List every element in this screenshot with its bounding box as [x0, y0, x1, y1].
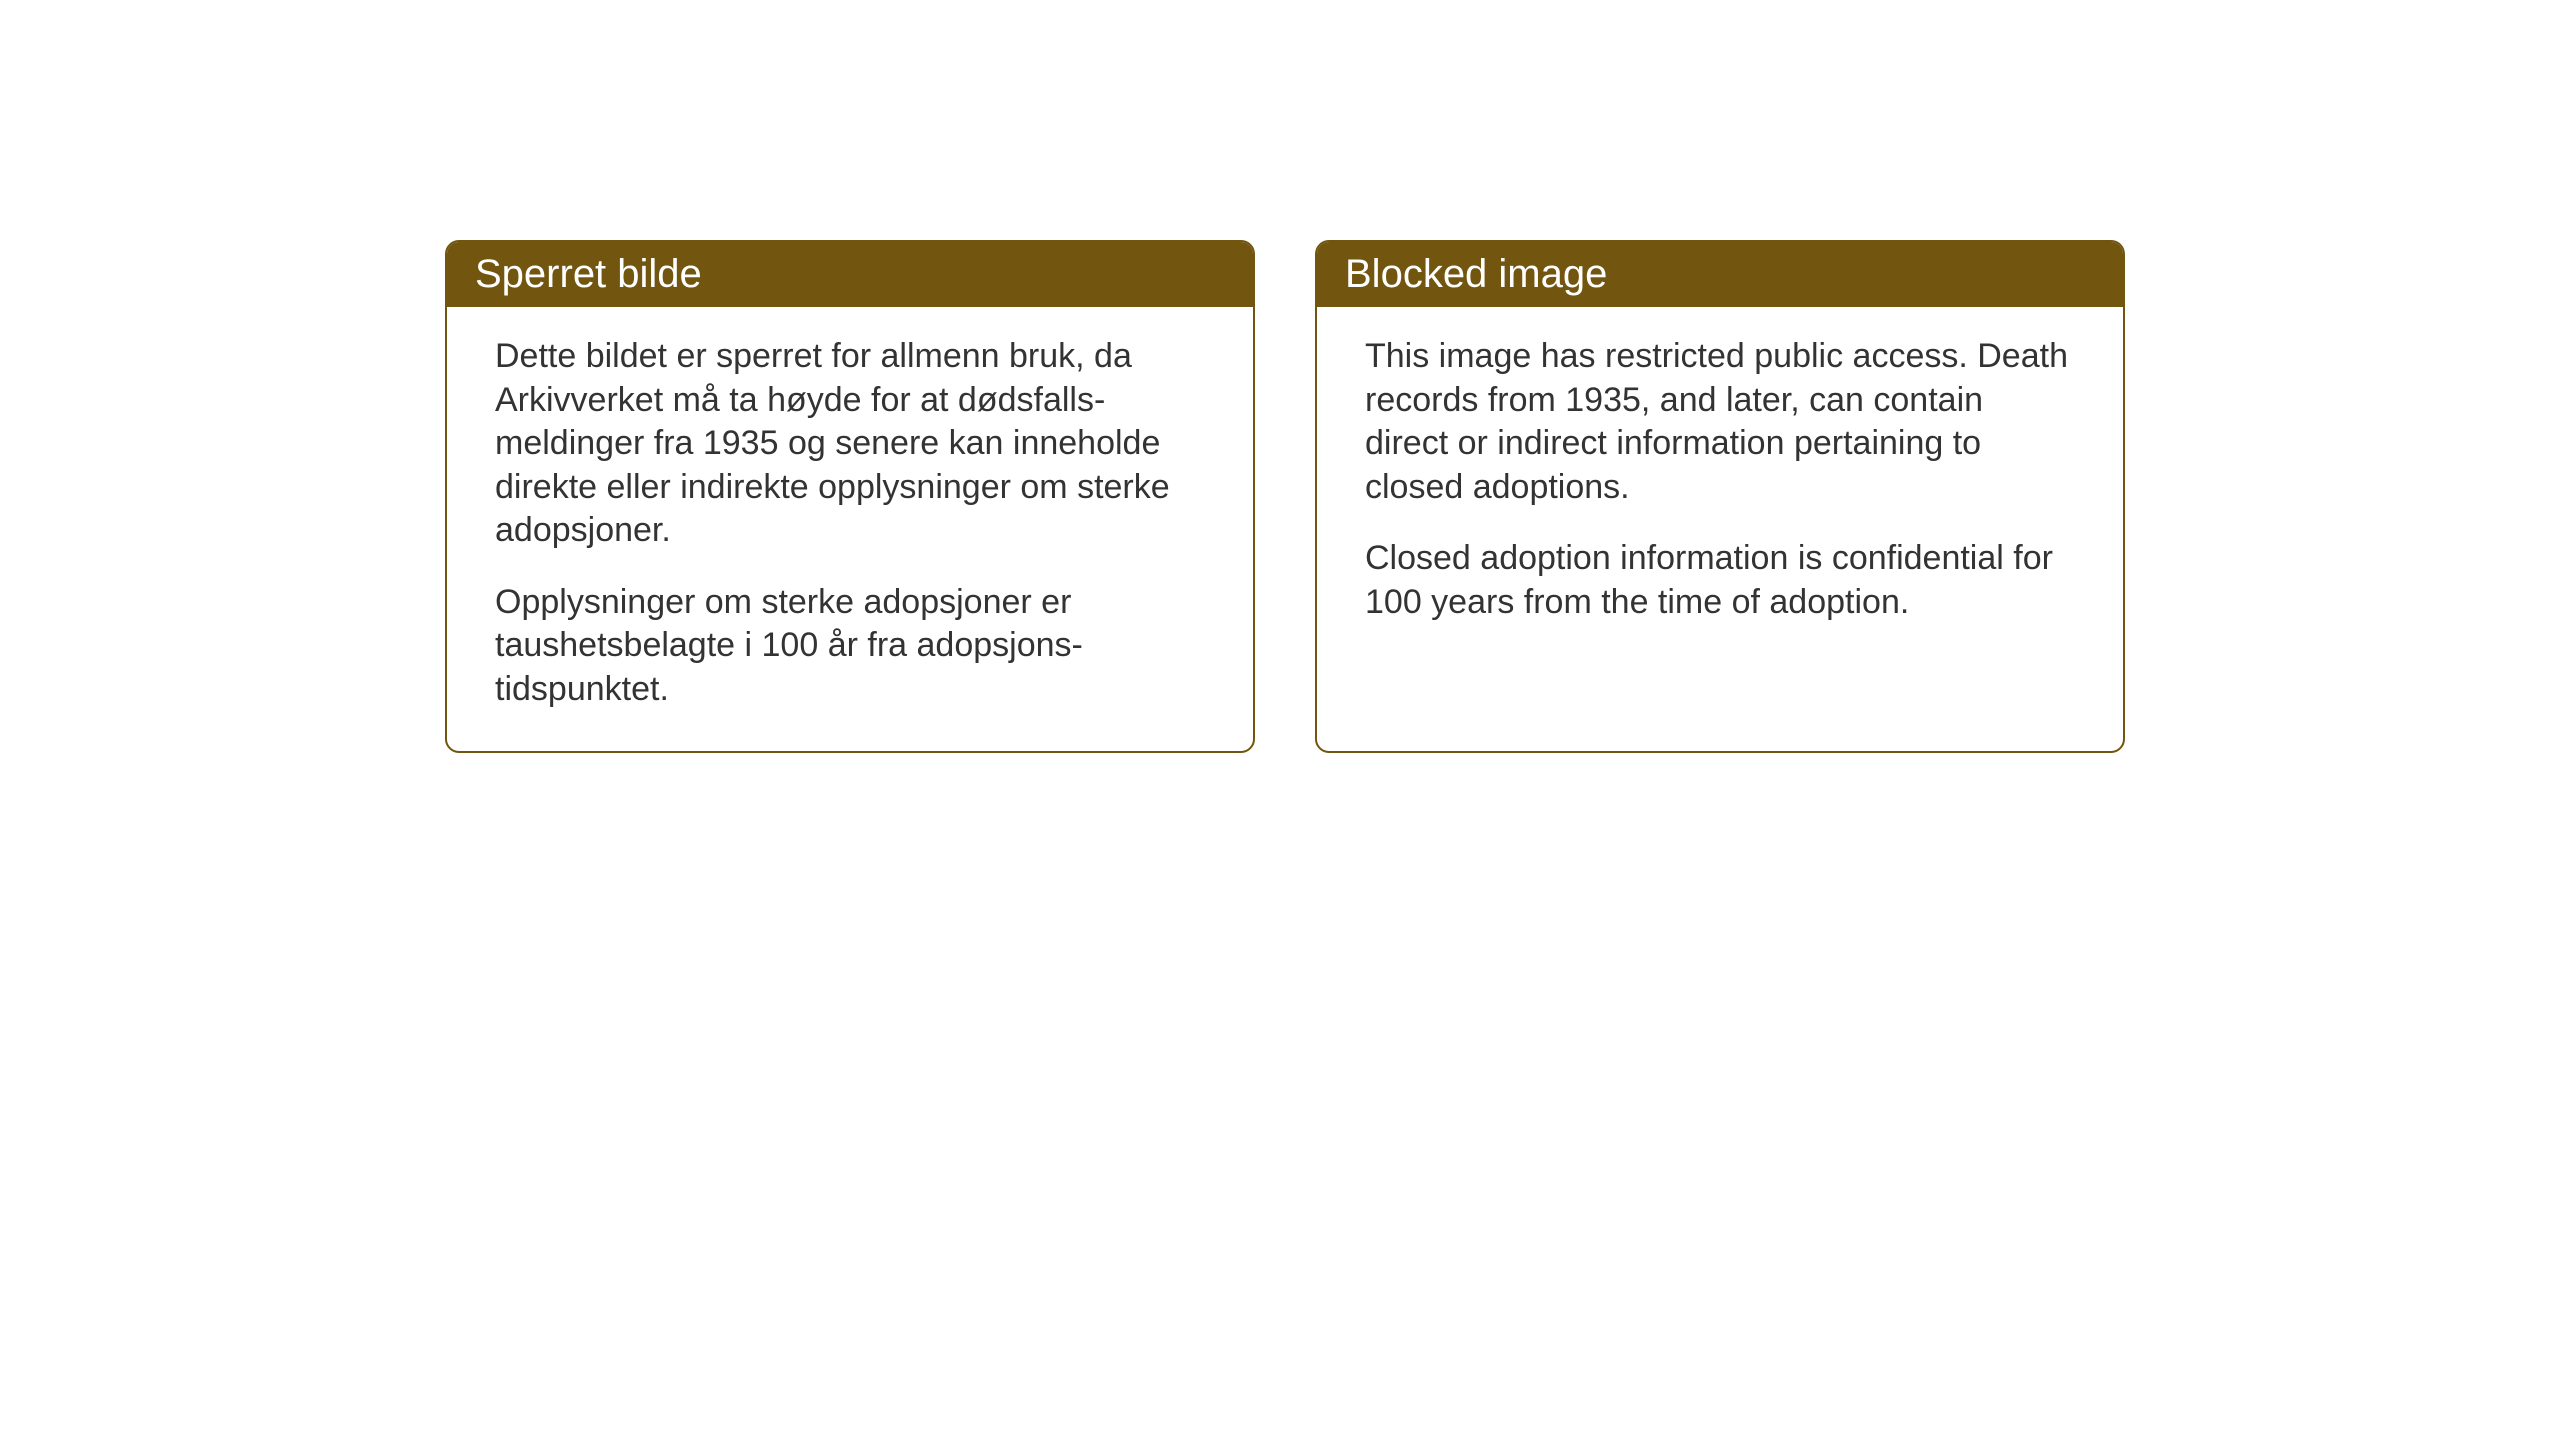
card-paragraph: This image has restricted public access.…	[1365, 335, 2075, 509]
card-title: Sperret bilde	[475, 252, 702, 296]
card-paragraph: Dette bildet er sperret for allmenn bruk…	[495, 335, 1205, 553]
card-header-norwegian: Sperret bilde	[447, 242, 1253, 307]
card-english: Blocked image This image has restricted …	[1315, 240, 2125, 753]
card-paragraph: Closed adoption information is confident…	[1365, 537, 2075, 624]
cards-container: Sperret bilde Dette bildet er sperret fo…	[445, 240, 2125, 753]
card-header-english: Blocked image	[1317, 242, 2123, 307]
card-title: Blocked image	[1345, 252, 1607, 296]
card-body-norwegian: Dette bildet er sperret for allmenn bruk…	[447, 307, 1253, 751]
card-norwegian: Sperret bilde Dette bildet er sperret fo…	[445, 240, 1255, 753]
card-body-english: This image has restricted public access.…	[1317, 307, 2123, 664]
card-paragraph: Opplysninger om sterke adopsjoner er tau…	[495, 581, 1205, 712]
